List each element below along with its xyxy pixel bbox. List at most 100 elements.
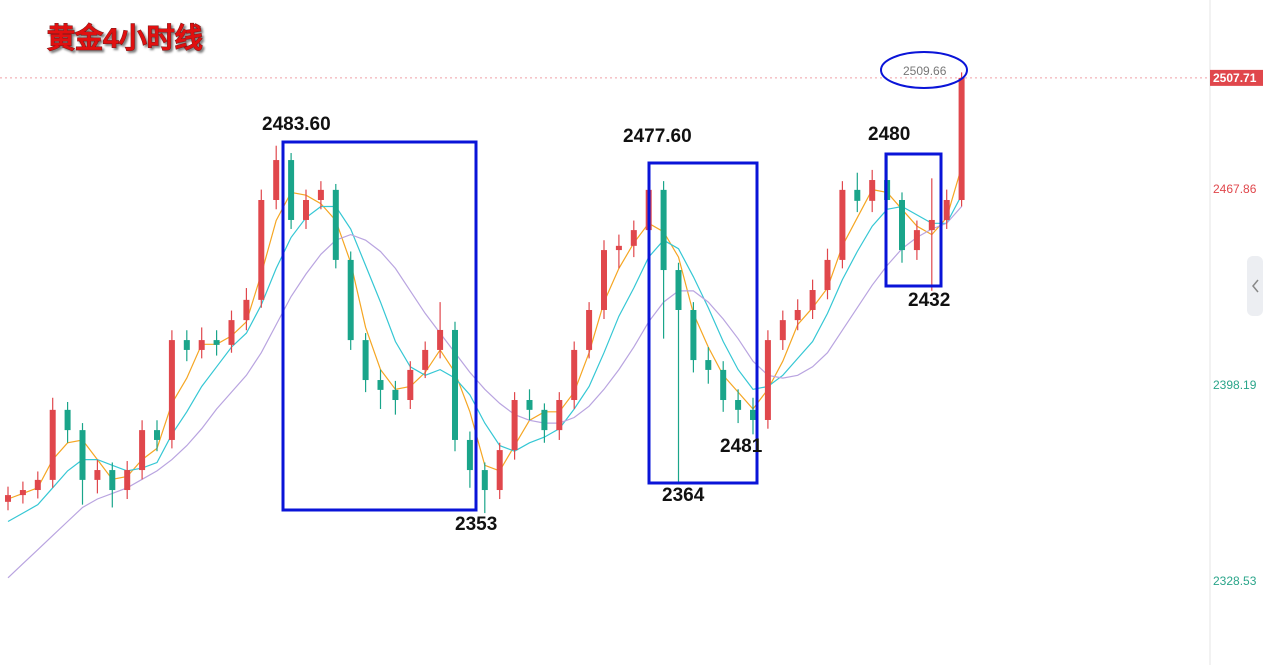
candle-body [690,309,697,361]
candle-body [958,77,965,201]
candle [79,423,86,505]
candle [839,181,846,269]
candle-body [556,400,563,431]
candle-body [496,450,503,491]
candle [64,401,71,443]
candle-body [198,340,205,350]
candle [794,299,801,331]
candle-body [64,409,71,431]
candle-body [168,340,175,440]
candle-body [541,409,548,431]
candle-body [586,309,593,350]
candle [49,397,56,488]
candle-body [943,200,950,220]
candle [452,321,458,452]
ma-line [7,206,963,579]
candle [869,169,876,213]
ma-line [7,166,963,500]
candle [750,397,756,435]
candle [854,172,861,213]
candle [660,181,667,339]
candle [183,330,190,362]
candle-body [49,409,56,480]
candle [392,380,399,415]
candle [317,181,324,210]
candle [377,369,384,410]
candle [735,389,742,424]
annotation: 2353 [455,514,497,535]
candle-body [34,479,41,491]
y-tick-label: 2467.86 [1213,182,1257,196]
candle-body [809,290,816,310]
candle-body [660,189,667,271]
candle [362,333,369,393]
candle [809,279,816,319]
annotation: 2432 [908,290,950,311]
candle-body [630,230,637,246]
current-price-label: 2507.71 [1213,71,1257,85]
candle [258,189,265,308]
range-box [884,152,943,288]
candle-body [720,369,727,401]
candle [288,153,295,229]
candle [899,192,905,263]
candle [34,471,41,499]
candle [273,145,280,210]
candle [615,234,622,269]
candle-body [273,160,280,201]
y-tick-label: 2328.53 [1213,574,1257,588]
candle-body [228,320,235,345]
candle [407,361,414,410]
ma-line [7,194,963,523]
candle [928,178,935,291]
current-price-box [1210,69,1263,86]
candle [422,341,429,379]
candle [571,341,578,410]
candle-body [243,299,250,321]
candle-body [511,400,518,451]
candle-body [913,230,920,251]
range-box [281,140,478,512]
candle-body [362,340,369,381]
candle-body [705,360,712,370]
candle [303,189,309,229]
candle [228,310,235,353]
candle-body [615,245,622,251]
candle-body [794,309,801,321]
candle [764,330,771,429]
candle [437,302,444,359]
annotation: 2481 [720,436,763,457]
candle-body [422,349,429,370]
candle-body [869,180,876,201]
candle-body [303,200,309,220]
candle [332,183,339,269]
candle-body [154,430,160,440]
candle-body [675,270,682,310]
annotation: 2477.60 [623,126,692,147]
highlight-ellipse [880,51,968,89]
side-toggle[interactable] [1247,256,1263,316]
candle-body [928,219,935,231]
candle [705,347,712,384]
candle-body [79,430,86,480]
candle [720,361,727,412]
candle [94,459,101,494]
plot-area [0,72,1210,579]
candle [913,220,920,260]
annotation: 2480 [868,124,910,145]
candle-body [288,160,295,220]
candle-body [377,380,384,390]
candle-body [407,369,414,401]
candle-body [213,340,220,345]
candle-body [124,470,131,491]
candle-body [481,470,488,491]
candle-body [735,400,742,410]
candle [109,462,116,508]
candle-body [824,259,831,291]
candle-body [779,320,786,341]
candle [958,72,965,207]
candle-body [5,495,11,502]
candle [943,189,950,229]
candle-body [347,259,354,341]
